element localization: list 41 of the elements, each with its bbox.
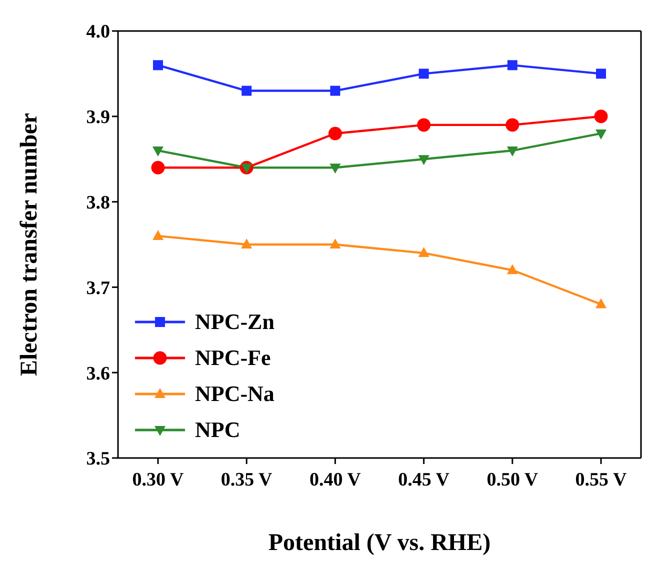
- point: [594, 110, 608, 124]
- y-tick-label: 3.9: [86, 107, 110, 128]
- point: [418, 155, 430, 166]
- point: [506, 146, 518, 157]
- x-tick-label: 0.30 V: [132, 469, 184, 490]
- y-axis-title: Electron transfer number: [16, 112, 43, 376]
- y-tick-label: 3.6: [86, 363, 110, 384]
- point: [506, 118, 520, 132]
- point: [418, 247, 430, 258]
- x-tick-label: 0.40 V: [310, 469, 362, 490]
- point: [151, 160, 165, 174]
- x-tick-label: 0.45 V: [398, 469, 450, 490]
- x-axis-title: Potential (V vs. RHE): [268, 530, 491, 556]
- point: [241, 164, 252, 174]
- y-tick-label: 4.0: [86, 22, 110, 43]
- point: [507, 60, 518, 70]
- point: [152, 146, 164, 157]
- x-tick-label: 0.55 V: [575, 469, 627, 490]
- y-tick-label: 3.8: [86, 192, 110, 214]
- point: [330, 86, 340, 96]
- x-tick-label: 0.50 V: [486, 469, 538, 490]
- point: [596, 68, 606, 79]
- point: [242, 86, 252, 96]
- legend-label: NPC-Zn: [195, 309, 274, 335]
- point: [153, 60, 163, 70]
- point: [418, 68, 429, 79]
- point: [328, 126, 342, 140]
- point: [330, 164, 341, 174]
- legend-label: NPC: [195, 417, 240, 443]
- y-tick-label: 3.7: [86, 278, 110, 299]
- point: [417, 118, 431, 132]
- point: [596, 129, 606, 140]
- legend-label: NPC-Fe: [195, 345, 271, 371]
- y-tick-label: 3.5: [86, 448, 110, 470]
- point: [330, 238, 341, 248]
- point: [241, 238, 252, 248]
- point: [152, 230, 164, 240]
- x-tick-label: 0.35 V: [220, 469, 273, 490]
- point: [506, 264, 518, 274]
- point: [596, 298, 606, 308]
- legend-label: NPC-Na: [195, 381, 274, 407]
